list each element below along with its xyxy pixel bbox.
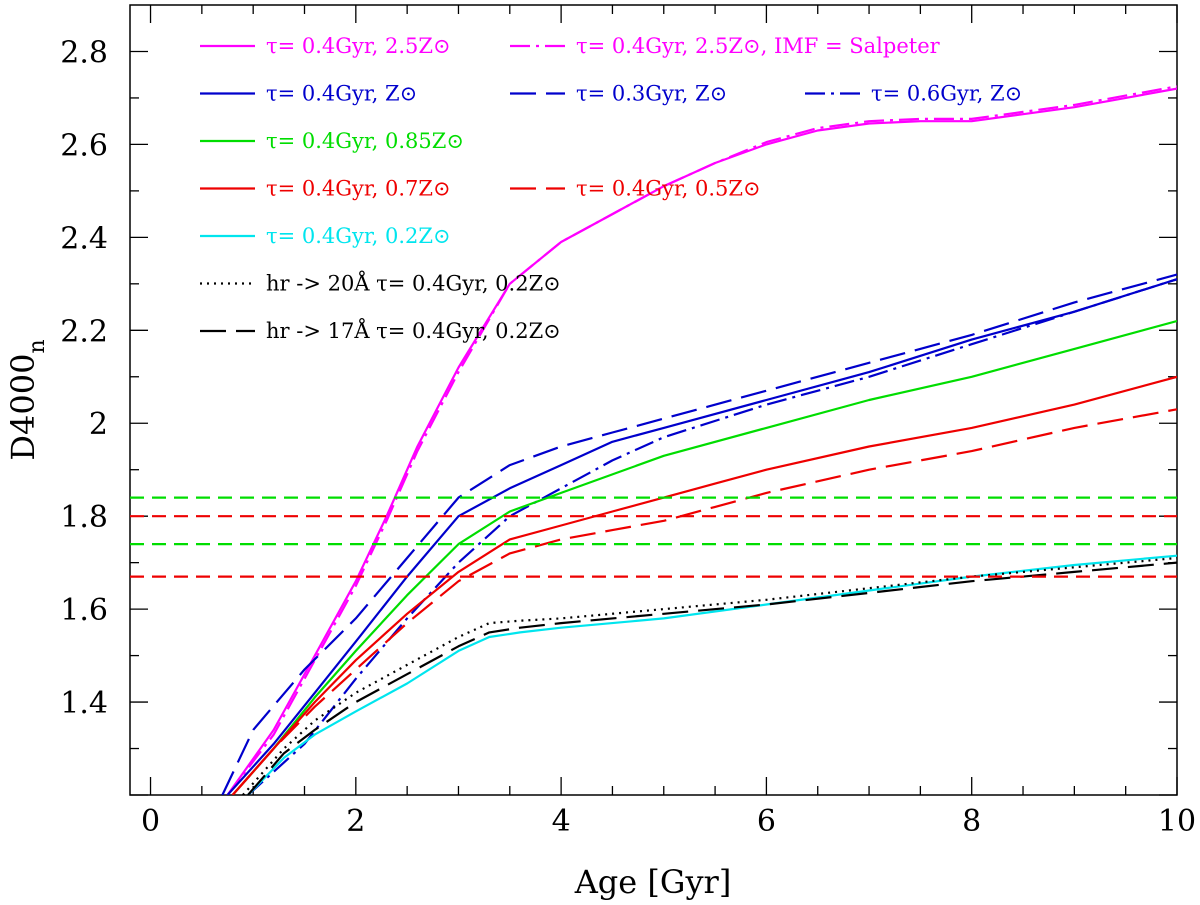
x-tick-label: 8 (962, 804, 981, 839)
series-line (247, 278, 1177, 795)
legend-label: τ= 0.4Gyr, Z⊙ (266, 82, 417, 106)
series-line (231, 319, 1177, 795)
axis-tick-labels: 0 2 4 6 8 10 1.4 1.6 1.8 2 2.2 2.4 2.6 2.8 (60, 35, 1196, 839)
legend-label: hr -> 17Å τ= 0.4Gyr, 0.2Z⊙ (266, 318, 561, 343)
series-line (226, 278, 1177, 795)
legend-label: τ= 0.4Gyr, 0.2Z⊙ (266, 224, 451, 248)
x-tick-label: 2 (346, 804, 365, 839)
plot-frame (129, 4, 1178, 796)
y-tick-label: 2 (89, 407, 108, 442)
x-axis-label: Age [Gyr] (574, 863, 732, 901)
y-axis-label: D4000n (4, 339, 50, 460)
legend-label: τ= 0.4Gyr, 0.85Z⊙ (266, 129, 464, 153)
series-line (226, 85, 1177, 795)
series-line (221, 273, 1177, 795)
series-line (231, 408, 1177, 795)
y-tick-label: 1.4 (60, 686, 108, 721)
y-tick-label: 2.6 (60, 128, 108, 163)
x-tick-label: 10 (1158, 804, 1196, 839)
x-tick-label: 0 (141, 804, 160, 839)
series-layer (130, 85, 1177, 795)
y-axis-label-main: D4000 (4, 354, 42, 461)
legend-label: τ= 0.3Gyr, Z⊙ (576, 82, 727, 106)
y-tick-label: 2.8 (60, 35, 108, 70)
axis-ticks (130, 5, 1178, 796)
series-line (231, 375, 1177, 795)
legend: τ= 0.4Gyr, 2.5Z⊙ τ= 0.4Gyr, 2.5Z⊙, IMF = … (200, 34, 1022, 343)
y-tick-label: 2.2 (60, 314, 108, 349)
series-line (226, 87, 1177, 795)
y-tick-label: 1.8 (60, 500, 108, 535)
legend-label: τ= 0.4Gyr, 2.5Z⊙ (266, 34, 451, 58)
legend-label: hr -> 20Å τ= 0.4Gyr, 0.2Z⊙ (266, 271, 561, 296)
legend-label: τ= 0.6Gyr, Z⊙ (871, 82, 1022, 106)
y-tick-label: 2.4 (60, 221, 108, 256)
legend-label: τ= 0.4Gyr, 2.5Z⊙, IMF = Salpeter (576, 34, 941, 58)
x-tick-label: 4 (552, 804, 571, 839)
series-line (247, 554, 1177, 795)
y-tick-label: 1.6 (60, 593, 108, 628)
legend-label: τ= 0.4Gyr, 0.7Z⊙ (266, 177, 451, 201)
y-axis-label-subscript: n (25, 339, 50, 353)
series-line (247, 561, 1177, 795)
x-tick-label: 6 (757, 804, 776, 839)
legend-label: τ= 0.4Gyr, 0.5Z⊙ (576, 177, 761, 201)
series-line (242, 556, 1177, 795)
